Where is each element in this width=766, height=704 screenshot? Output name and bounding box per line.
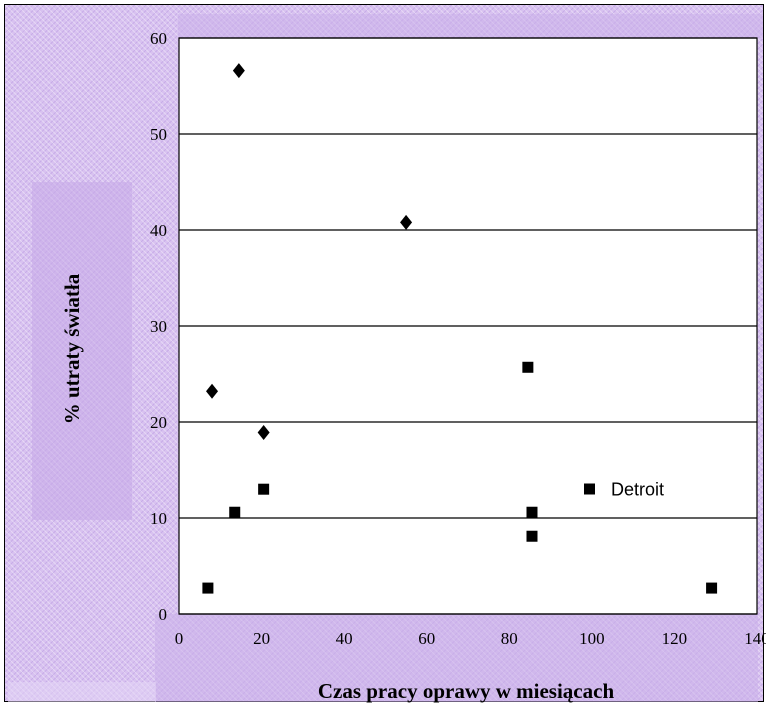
x-tick-label: 0 (175, 629, 184, 648)
plot-border (178, 37, 758, 615)
data-point-square (258, 483, 270, 495)
y-tick-label: 0 (159, 605, 168, 624)
data-point-diamond (257, 425, 270, 441)
data-point-square (526, 530, 538, 542)
data-point-square (202, 582, 214, 594)
data-point-square (706, 582, 718, 594)
x-tick-label: 140 (744, 629, 766, 648)
x-tick-label: 60 (418, 629, 435, 648)
data-point-square (522, 361, 534, 373)
legend-marker-square (584, 483, 595, 495)
y-tick-label: 50 (150, 125, 167, 144)
y-tick-label: 30 (150, 317, 167, 336)
data-point-diamond (400, 214, 413, 230)
data-point-diamond (206, 383, 219, 399)
x-tick-label: 20 (253, 629, 270, 648)
x-axis-title: Czas pracy oprawy w miesiącach (318, 679, 615, 703)
x-tick-label: 40 (336, 629, 353, 648)
y-tick-label: 10 (150, 509, 167, 528)
y-tick-label: 20 (150, 413, 167, 432)
data-point-diamond (232, 63, 245, 79)
x-tick-label: 80 (501, 629, 518, 648)
data-point-square (229, 506, 241, 518)
legend-label: Detroit (611, 480, 664, 500)
y-tick-label: 40 (150, 221, 167, 240)
data-point-square (526, 506, 538, 518)
y-axis-title: % utraty światła (60, 273, 84, 424)
x-tick-label: 120 (662, 629, 688, 648)
x-tick-label: 100 (579, 629, 605, 648)
y-tick-label: 60 (150, 29, 167, 48)
